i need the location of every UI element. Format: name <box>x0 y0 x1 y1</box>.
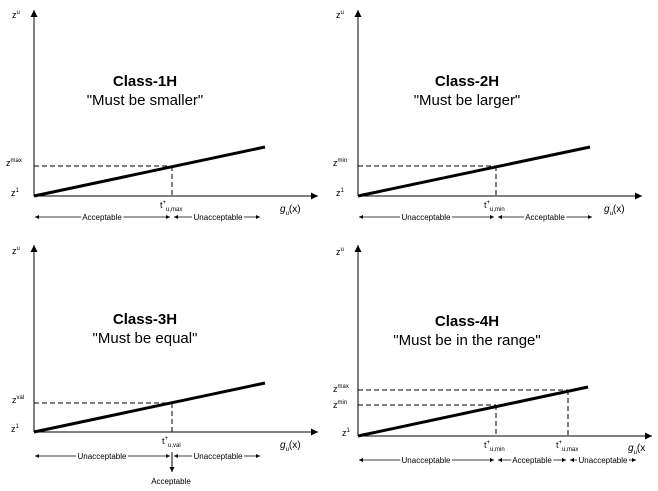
x-axis-label: gu(x) <box>280 204 301 217</box>
threshold-label: t+u,min <box>484 200 505 213</box>
threshold-label: t+u,max <box>160 200 182 213</box>
region-label-acceptable: Acceptable <box>512 456 552 465</box>
acceptable-point-label: Acceptable <box>151 477 191 486</box>
x-axis-label: gu(x) <box>280 440 301 453</box>
panel-class-4h: Class-4H "Must be in the range" zu z1 zm… <box>333 245 652 467</box>
region-label-unacceptable-right: Unacceptable <box>579 456 628 465</box>
y-axis-label: zu <box>12 246 20 256</box>
function-line <box>33 145 266 198</box>
panel-subtitle: "Must be larger" <box>414 92 521 109</box>
origin-label: z1 <box>11 424 20 434</box>
y-axis-label: zu <box>336 10 344 20</box>
level-max-label: zmax <box>333 384 349 394</box>
panel-class-1h: Class-1H "Must be smaller" zu z1 zmax gu… <box>6 10 318 224</box>
threshold-min-label: t+u,min <box>484 440 505 453</box>
level-label: zmin <box>333 158 347 168</box>
function-line <box>33 381 266 434</box>
origin-label: z1 <box>11 188 20 198</box>
function-line <box>357 145 591 198</box>
panel-title: Class-1H <box>113 73 177 90</box>
panel-title: Class-4H <box>435 313 499 330</box>
region-label-unacceptable-right: Unacceptable <box>194 452 243 461</box>
region-label-acceptable: Acceptable <box>82 213 122 222</box>
x-axis-label: gu(x) <box>604 204 625 217</box>
level-label: zmax <box>6 158 22 168</box>
region-label-unacceptable: Unacceptable <box>194 213 243 222</box>
region-label-unacceptable-left: Unacceptable <box>78 452 127 461</box>
x-axis-label: gu(x <box>628 443 645 456</box>
panel-class-3h: Class-3H "Must be equal" zu z1 zval gu(x… <box>11 245 318 486</box>
level-min-label: zmin <box>333 400 347 410</box>
y-axis-label: zu <box>12 10 20 20</box>
panel-subtitle: "Must be equal" <box>93 330 198 347</box>
region-label-unacceptable-left: Unacceptable <box>402 456 451 465</box>
origin-label: z1 <box>336 188 345 198</box>
region-label-acceptable: Acceptable <box>525 213 565 222</box>
region-label-unacceptable: Unacceptable <box>402 213 451 222</box>
threshold-max-label: t+u,max <box>556 440 578 453</box>
y-axis-label: zu <box>336 247 344 257</box>
panel-subtitle: "Must be smaller" <box>87 92 204 109</box>
threshold-label: t+u,val <box>162 436 181 449</box>
function-line <box>357 385 589 438</box>
origin-label: z1 <box>342 428 351 438</box>
panel-class-2h: Class-2H "Must be larger" zu z1 zmin gu(… <box>333 10 642 224</box>
level-label: zval <box>12 395 24 405</box>
panel-title: Class-2H <box>435 73 499 90</box>
panel-subtitle: "Must be in the range" <box>393 332 540 349</box>
panel-title: Class-3H <box>113 311 177 328</box>
